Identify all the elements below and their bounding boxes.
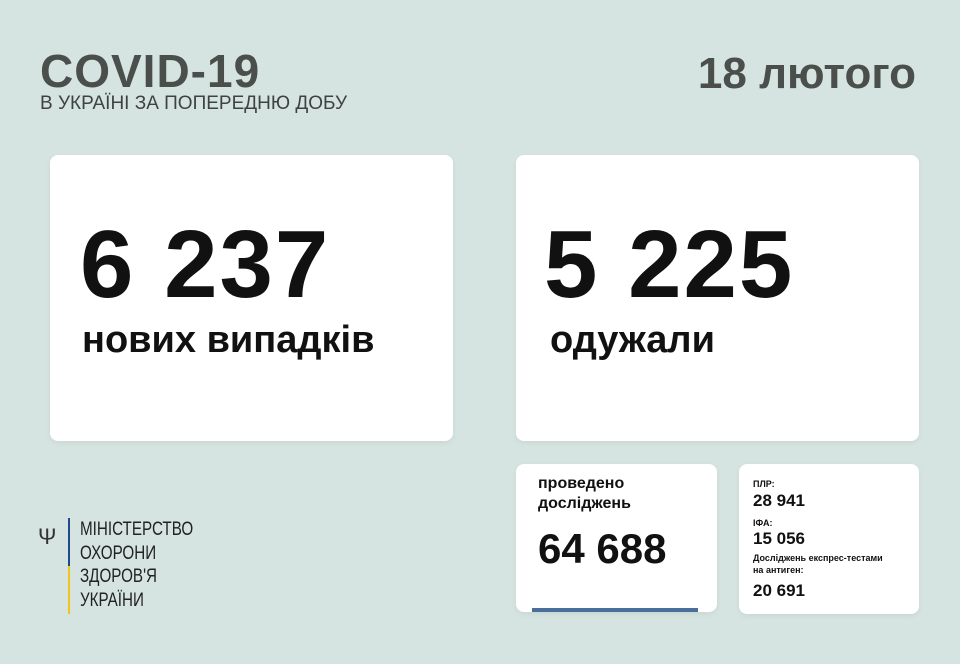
new-cases-label: нових випадків <box>82 319 375 361</box>
tests-card: проведено досліджень 64 688 <box>516 464 717 612</box>
recovered-label: одужали <box>550 319 715 361</box>
trident-icon: Ψ <box>38 524 57 549</box>
ministry-line: ЗДОРОВ'Я <box>80 566 157 587</box>
tests-label-1: проведено <box>538 475 625 492</box>
pcr-label: ПЛР: <box>753 479 775 489</box>
ifa-label: ІФА: <box>753 518 773 528</box>
accent-bar <box>532 608 698 612</box>
tests-value: 64 688 <box>538 525 667 572</box>
pcr-value: 28 941 <box>753 491 805 510</box>
ministry-line: УКРАЇНИ <box>80 589 144 611</box>
recovered-card: 5 225 одужали <box>516 155 919 441</box>
ministry-line: ОХОРОНИ <box>80 542 157 564</box>
tests-label-2: досліджень <box>538 495 631 512</box>
report-date: 18 лютого <box>697 49 916 98</box>
new-cases-card: 6 237 нових випадків <box>50 155 453 441</box>
express-label-2: на антиген: <box>753 565 804 575</box>
page-title: COVID-19 <box>40 45 261 97</box>
express-label-1: Досліджень експрес-тестами <box>753 553 883 563</box>
flag-divider <box>68 518 70 614</box>
ministry-line: МІНІСТЕРСТВО <box>80 519 194 540</box>
ifa-value: 15 056 <box>753 529 805 548</box>
recovered-value: 5 225 <box>544 211 795 318</box>
new-cases-value: 6 237 <box>80 211 331 318</box>
ministry-name: МІНІСТЕРСТВО ОХОРОНИ ЗДОРОВ'Я УКРАЇНИ <box>80 518 193 612</box>
page-subtitle: В УКРАЇНІ ЗА ПОПЕРЕДНЮ ДОБУ <box>40 93 348 114</box>
tests-breakdown-card: ПЛР: 28 941 ІФА: 15 056 Досліджень експр… <box>739 464 919 614</box>
express-value: 20 691 <box>753 581 805 600</box>
